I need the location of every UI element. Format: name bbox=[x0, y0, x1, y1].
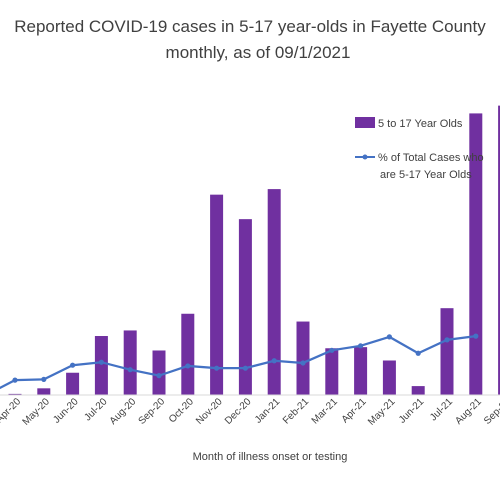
line-point-Oct-20 bbox=[185, 363, 191, 369]
line-point-Jun-20 bbox=[70, 362, 76, 368]
x-tick-label: Aug-21 bbox=[453, 396, 484, 427]
bar-Dec-20 bbox=[238, 219, 252, 395]
legend: 5 to 17 Year Olds % of Total Cases who a… bbox=[355, 117, 484, 181]
bar-Apr-20 bbox=[8, 393, 22, 395]
line-point-Apr-20 bbox=[12, 377, 18, 383]
x-tick-label: Dec-20 bbox=[223, 396, 254, 427]
bar-May-20 bbox=[37, 388, 51, 395]
line-point-May-20 bbox=[41, 376, 47, 382]
line-point-Nov-20 bbox=[214, 365, 220, 371]
x-tick-label: May-21 bbox=[366, 396, 398, 428]
line-point-Dec-20 bbox=[242, 365, 248, 371]
x-tick-label: Oct-20 bbox=[167, 396, 196, 425]
x-tick-label: Jun-20 bbox=[51, 396, 81, 426]
line-point-Jul-20 bbox=[98, 359, 104, 365]
legend-bar-label: 5 to 17 Year Olds bbox=[378, 118, 463, 130]
line-point-May-21 bbox=[386, 334, 392, 340]
line-point-Jun-21 bbox=[415, 350, 421, 356]
bar-Aug-20 bbox=[123, 330, 137, 395]
line-point-Aug-21 bbox=[473, 333, 479, 339]
bar-Mar-21 bbox=[325, 348, 339, 395]
x-axis-title: Month of illness onset or testing bbox=[193, 451, 348, 463]
x-tick-label: Jul-21 bbox=[428, 396, 455, 423]
x-tick-labels: Mar-20Apr-20May-20Jun-20Jul-20Aug-20Sep-… bbox=[0, 396, 500, 428]
bar-Jun-20 bbox=[66, 372, 80, 395]
line-point-Feb-21 bbox=[300, 360, 306, 366]
bar-Sep-20 bbox=[152, 350, 166, 395]
line-series bbox=[0, 333, 479, 390]
x-tick-label: May-20 bbox=[21, 396, 53, 428]
line-point-Sep-20 bbox=[156, 373, 162, 379]
bar-series bbox=[8, 105, 500, 396]
x-tick-label: Aug-20 bbox=[108, 396, 139, 427]
legend-bar-swatch bbox=[355, 117, 375, 128]
bar-Apr-21 bbox=[354, 347, 368, 395]
bar-Jan-21 bbox=[267, 189, 281, 395]
line-path bbox=[0, 335, 476, 390]
x-tick-label: Apr-21 bbox=[340, 396, 369, 425]
legend-line-marker bbox=[362, 154, 368, 160]
x-tick-label: Jul-20 bbox=[82, 396, 109, 423]
x-tick-label: Feb-21 bbox=[281, 396, 311, 426]
x-tick-label: Sep-20 bbox=[137, 396, 168, 427]
legend-line-label-2: are 5-17 Year Olds bbox=[380, 169, 472, 181]
x-tick-label: Apr-20 bbox=[0, 396, 23, 425]
x-tick-label: Mar-21 bbox=[310, 396, 340, 426]
bar-Jul-21 bbox=[440, 308, 454, 395]
bar-Jun-21 bbox=[411, 386, 425, 395]
bar-Oct-20 bbox=[181, 313, 195, 395]
x-tick-label: Jan-21 bbox=[253, 396, 283, 426]
bar-Feb-21 bbox=[296, 321, 310, 395]
bar-Nov-20 bbox=[210, 194, 224, 395]
x-tick-label: Nov-20 bbox=[194, 396, 225, 427]
bar-Jul-20 bbox=[94, 336, 108, 395]
bar-May-21 bbox=[382, 360, 396, 395]
bar-Sep-21 bbox=[498, 105, 500, 396]
bar-Aug-21 bbox=[469, 113, 483, 395]
x-tick-label: Sep-21 bbox=[482, 396, 500, 427]
line-point-Jul-21 bbox=[444, 337, 450, 343]
line-point-Aug-20 bbox=[127, 367, 133, 373]
x-tick-label: Jun-21 bbox=[397, 396, 427, 426]
line-point-Jan-21 bbox=[271, 358, 277, 364]
chart-title-line-2: monthly, as of 09/1/2021 bbox=[166, 43, 351, 62]
legend-line-label-1: % of Total Cases who bbox=[378, 152, 484, 164]
line-point-Apr-21 bbox=[358, 343, 364, 349]
line-point-Mar-21 bbox=[329, 347, 335, 353]
chart-title-line-1: Reported COVID-19 cases in 5-17 year-old… bbox=[14, 17, 486, 36]
